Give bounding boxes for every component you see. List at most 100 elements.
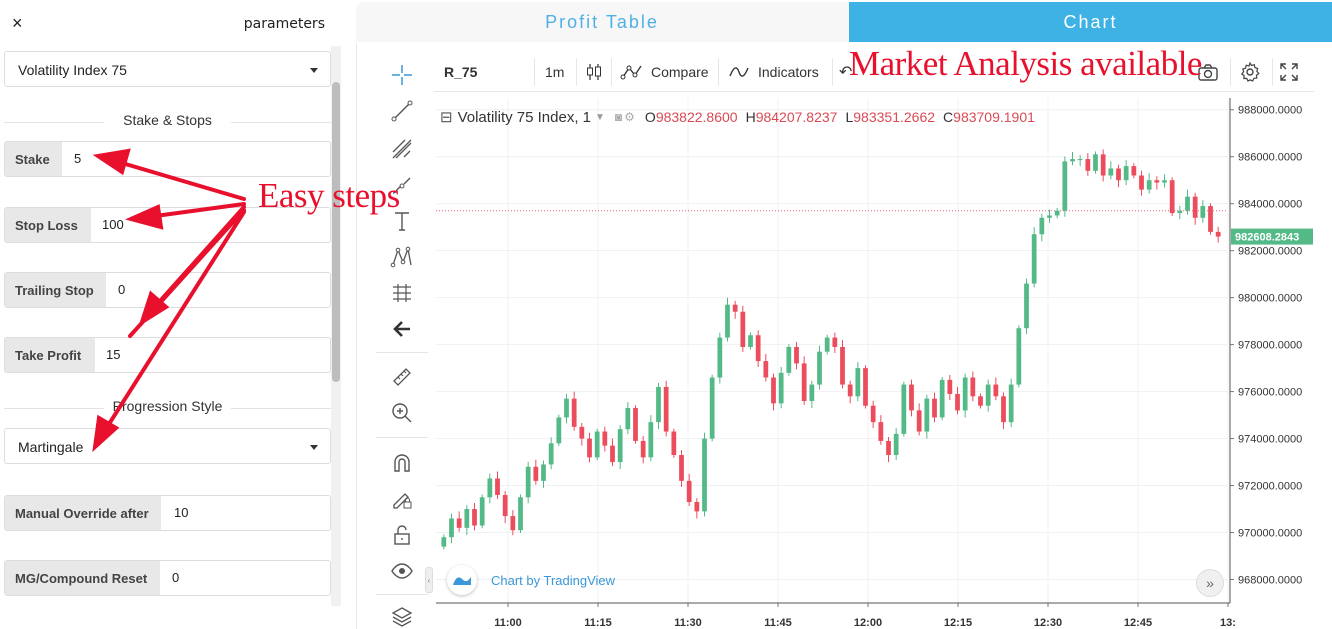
pitchfork-icon[interactable]	[376, 134, 428, 164]
candle-body	[1108, 168, 1114, 176]
candle-body	[809, 384, 815, 401]
chevron-down-icon[interactable]: ▼	[595, 111, 605, 123]
trailing-stop-field[interactable]: Trailing Stop	[4, 272, 331, 308]
undo-icon[interactable]: ↶	[839, 64, 853, 81]
take-profit-field[interactable]: Take Profit	[4, 337, 331, 373]
mg-compound-reset-field[interactable]: MG/Compound Reset	[4, 560, 331, 596]
candle-body	[1215, 231, 1221, 237]
candle-body	[571, 398, 577, 427]
stop-loss-input[interactable]	[102, 217, 252, 232]
tab-profit-table[interactable]: Profit Table	[356, 2, 848, 42]
candle-body	[1016, 328, 1022, 385]
indicators-button[interactable]: Indicators	[728, 52, 819, 92]
candle-body	[679, 455, 684, 481]
collapse-legend-icon[interactable]: ⊟	[440, 109, 453, 126]
trend-line-icon[interactable]	[376, 96, 428, 126]
candle-body	[640, 440, 646, 458]
lock-drawing-icon[interactable]	[376, 484, 428, 514]
eye-icon[interactable]	[376, 556, 428, 586]
candle-body	[579, 426, 585, 439]
candle-body	[939, 379, 945, 418]
panel-scrollbar[interactable]	[332, 82, 340, 382]
manual-override-field[interactable]: Manual Override after	[4, 495, 331, 531]
crosshair-icon[interactable]	[376, 60, 428, 90]
brush-icon[interactable]	[376, 170, 428, 200]
candle-body	[870, 405, 876, 423]
candle-body	[541, 464, 546, 481]
candle-body	[709, 377, 715, 439]
low-label: L	[845, 109, 854, 125]
candle-body	[962, 377, 968, 411]
tool-divider	[376, 352, 428, 353]
tradingview-badge[interactable]: Chart by TradingView	[447, 565, 615, 595]
chart-toolbar: R_75 1m Compare Indicators ↶	[434, 52, 1314, 92]
progression-select[interactable]: Martingale	[4, 428, 331, 464]
toolbar-divider	[718, 58, 719, 86]
take-profit-input[interactable]	[106, 347, 256, 362]
trailing-stop-input[interactable]	[118, 282, 268, 297]
candle-body	[1100, 154, 1106, 176]
prediction-icon[interactable]	[376, 278, 428, 308]
candle-body	[702, 438, 707, 512]
candle-body	[472, 509, 477, 526]
compare-button[interactable]: Compare	[620, 52, 709, 92]
candle-body	[1146, 180, 1152, 190]
candlestick-chart[interactable]: 968000.0000 970000.0000 972000.0000 974000.…	[434, 98, 1314, 629]
gear-icon[interactable]	[1239, 52, 1261, 92]
chart-area[interactable]: 968000.0000 970000.0000 972000.0000 974000.…	[434, 98, 1314, 629]
candle-body	[1162, 180, 1167, 183]
trailing-stop-label: Trailing Stop	[5, 273, 106, 307]
candle-body	[909, 384, 914, 411]
candle-body	[556, 417, 562, 444]
text-tool-icon[interactable]	[376, 206, 428, 236]
last-price-badge	[1231, 228, 1313, 245]
layers-icon[interactable]	[376, 602, 428, 629]
unlock-icon[interactable]	[376, 520, 428, 550]
magnet-icon[interactable]	[376, 448, 428, 478]
zoom-in-icon[interactable]	[376, 398, 428, 428]
gear-icon[interactable]: ⚙	[624, 110, 635, 124]
candle-body	[886, 440, 891, 456]
scroll-to-realtime-button[interactable]: »	[1196, 569, 1224, 597]
x-tick-label: 11:30	[674, 617, 702, 629]
candle-style-icon[interactable]	[585, 52, 603, 92]
mg-compound-reset-input[interactable]	[172, 570, 322, 585]
y-tick-label: 974000.0000	[1238, 434, 1302, 446]
candle-body	[786, 346, 792, 373]
stake-field[interactable]: Stake	[4, 141, 331, 177]
manual-override-input[interactable]	[174, 505, 324, 520]
open-label: O	[644, 109, 656, 125]
candle-body	[510, 516, 516, 531]
fullscreen-icon[interactable]	[1279, 52, 1299, 92]
y-tick-label: 976000.0000	[1238, 387, 1302, 399]
candle-body	[648, 422, 654, 458]
camera-icon[interactable]	[1197, 52, 1219, 92]
candle-body	[947, 379, 953, 394]
ruler-icon[interactable]	[376, 362, 428, 392]
pattern-icon[interactable]	[376, 242, 428, 272]
y-tick-label: 984000.0000	[1238, 199, 1302, 211]
panel-header: × parameters	[0, 0, 345, 46]
x-tick-label: 11:00	[494, 617, 522, 629]
candle-body	[1062, 161, 1068, 211]
section-title-progression: Progression Style	[4, 398, 331, 418]
market-select[interactable]: Volatility Index 75	[4, 51, 331, 87]
candle-body	[832, 337, 838, 347]
candle-body	[932, 398, 937, 418]
view-tabs: Profit Table Chart	[356, 0, 1332, 44]
arrow-left-icon[interactable]	[376, 314, 428, 344]
close-icon[interactable]: ×	[12, 13, 23, 33]
stake-input[interactable]	[74, 151, 224, 166]
eye-icon[interactable]: ◙	[614, 110, 623, 124]
toolbar-divider	[576, 58, 577, 86]
symbol-search[interactable]: R_75	[444, 64, 478, 80]
candle-body	[1070, 159, 1075, 162]
toolbar-collapse-handle[interactable]: ‹	[425, 567, 433, 593]
tab-chart[interactable]: Chart	[849, 2, 1332, 42]
high-label: H	[745, 109, 756, 125]
toolbar-divider	[611, 58, 612, 86]
candle-body	[1054, 210, 1060, 216]
x-tick-label: 12:45	[1124, 617, 1152, 629]
interval-button[interactable]: 1m	[545, 64, 565, 80]
candle-body	[456, 518, 462, 528]
